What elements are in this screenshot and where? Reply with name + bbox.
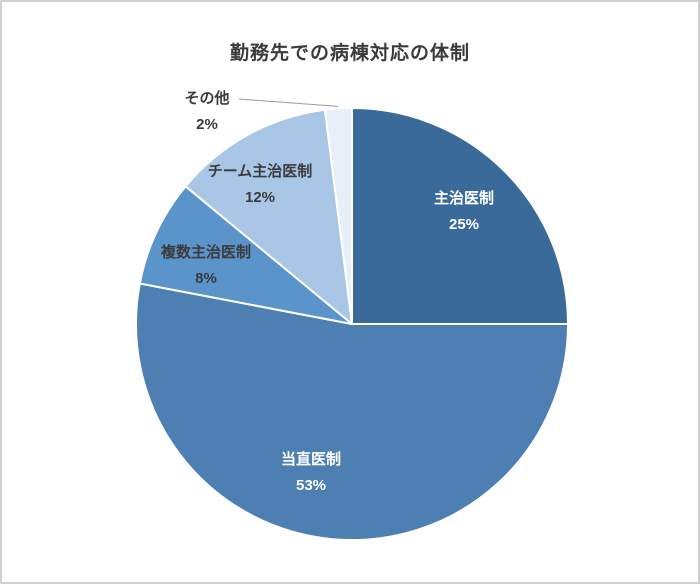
pie-slice-3: [184, 108, 353, 325]
chart-title: 勤務先での病棟対応の体制: [229, 43, 470, 64]
pie-slice-2: [138, 185, 353, 325]
leader-line-other: [238, 98, 339, 107]
pie-slice-1: [135, 282, 569, 542]
pie-slice-4: [323, 106, 353, 325]
pie-slice-0: [351, 107, 569, 325]
